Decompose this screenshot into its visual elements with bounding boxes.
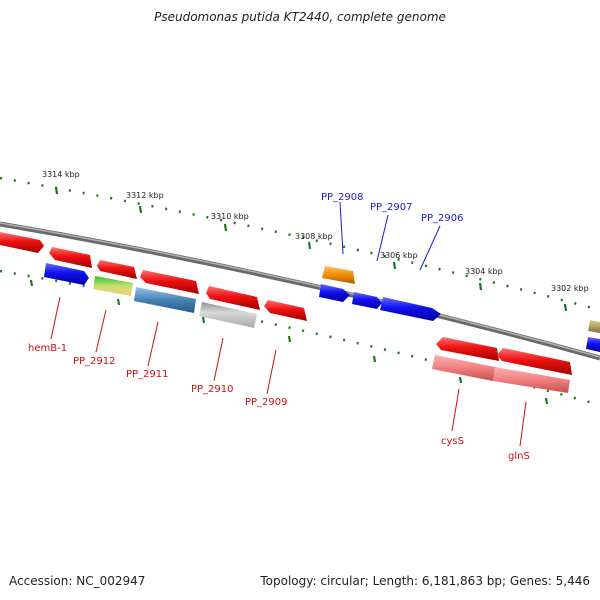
kbp-label-3304: 3304 kbp [465, 267, 503, 276]
gene-arrow [497, 348, 572, 375]
gene-arrow [140, 270, 199, 294]
gene-label-PP_2912: PP_2912 [73, 356, 116, 367]
gene-arrow [206, 286, 260, 310]
accession-text: Accession: NC_002947 [9, 574, 146, 588]
major-ticks [29, 186, 568, 405]
gene-label-cysS: cysS [441, 436, 464, 447]
kbp-label-3308: 3308 kbp [295, 232, 333, 241]
gene-label-glnS: glnS [508, 451, 530, 462]
inner-tick-ring [0, 269, 600, 407]
kbp-label-3312: 3312 kbp [126, 191, 164, 200]
gene-arrow [588, 320, 600, 333]
gene-arrow [199, 302, 257, 328]
map-title: Pseudomonas putida KT2440, complete geno… [154, 10, 446, 24]
genome-backbone [0, 221, 600, 361]
gene-label-PP_2910: PP_2910 [191, 384, 234, 395]
gene-arrow [436, 337, 499, 361]
gene-label-PP_2911: PP_2911 [126, 369, 169, 380]
topology-text: Topology: circular; Length: 6,181,863 bp… [260, 574, 590, 588]
kbp-label-3314: 3314 kbp [42, 170, 80, 179]
gene-arrow [322, 266, 355, 284]
gene-arrow [432, 355, 495, 381]
gene-arrow [44, 263, 89, 285]
kbp-label-3302: 3302 kbp [551, 284, 589, 293]
gene-label-hemB-1: hemB-1 [28, 343, 67, 354]
gene-arrow [380, 297, 441, 321]
gene-arrow [319, 284, 350, 302]
gene-arrow [97, 260, 137, 279]
gene-label-PP_2908: PP_2908 [321, 192, 364, 203]
kbp-label-3310: 3310 kbp [211, 212, 249, 221]
gene-label-PP_2906: PP_2906 [421, 213, 464, 224]
gene-arrow [586, 337, 600, 352]
gene-arrow [0, 232, 44, 253]
gene-arrow [49, 247, 92, 268]
gene-label-PP_2909: PP_2909 [245, 397, 288, 408]
kbp-label-3306: 3306 kbp [380, 251, 418, 260]
gene-arrow [134, 287, 196, 313]
gene-arrow [93, 276, 133, 296]
gene-features [0, 232, 600, 393]
label-leader-lines [50, 201, 527, 447]
gene-label-PP_2907: PP_2907 [370, 202, 413, 213]
gene-arrow [352, 292, 382, 309]
outer-tick-ring [0, 176, 600, 312]
gene-arrow [264, 300, 307, 321]
gene-arrow [493, 367, 570, 393]
